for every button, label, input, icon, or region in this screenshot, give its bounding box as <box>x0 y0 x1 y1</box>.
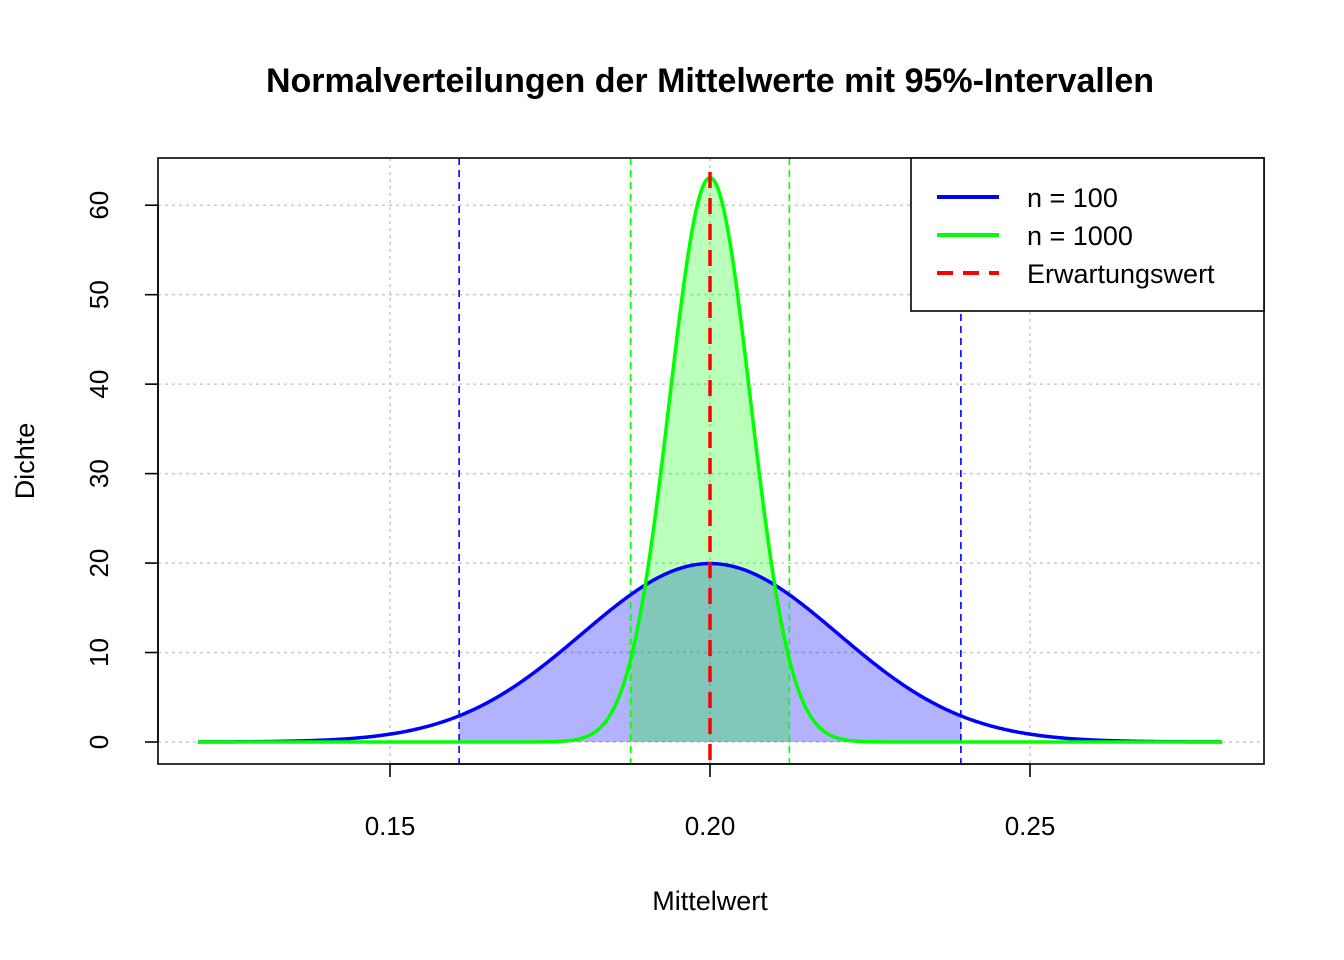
legend: n = 100 n = 1000 Erwartungswert <box>910 157 1265 312</box>
y-tick-label-6: 60 <box>84 191 114 220</box>
y-tick-label-3: 30 <box>84 459 114 488</box>
y-axis: 0 10 20 30 40 50 60 <box>84 191 159 749</box>
y-tick-label-5: 50 <box>84 280 114 309</box>
y-tick-label-4: 40 <box>84 370 114 399</box>
x-tick-label-0: 0.15 <box>365 811 416 841</box>
legend-label-n100: n = 100 <box>1027 183 1118 213</box>
legend-label-n1000: n = 1000 <box>1027 221 1133 251</box>
chart-title: Normalverteilungen der Mittelwerte mit 9… <box>266 62 1154 100</box>
x-tick-label-1: 0.20 <box>685 811 736 841</box>
x-axis: 0.15 0.20 0.25 <box>365 763 1056 841</box>
y-axis-label: Dichte <box>10 423 40 500</box>
y-tick-label-2: 20 <box>84 549 114 578</box>
y-tick-label-0: 0 <box>84 735 114 749</box>
x-axis-label: Mittelwert <box>652 886 768 916</box>
x-tick-label-2: 0.25 <box>1005 811 1056 841</box>
legend-label-expected: Erwartungswert <box>1027 259 1215 289</box>
y-tick-label-1: 10 <box>84 638 114 667</box>
